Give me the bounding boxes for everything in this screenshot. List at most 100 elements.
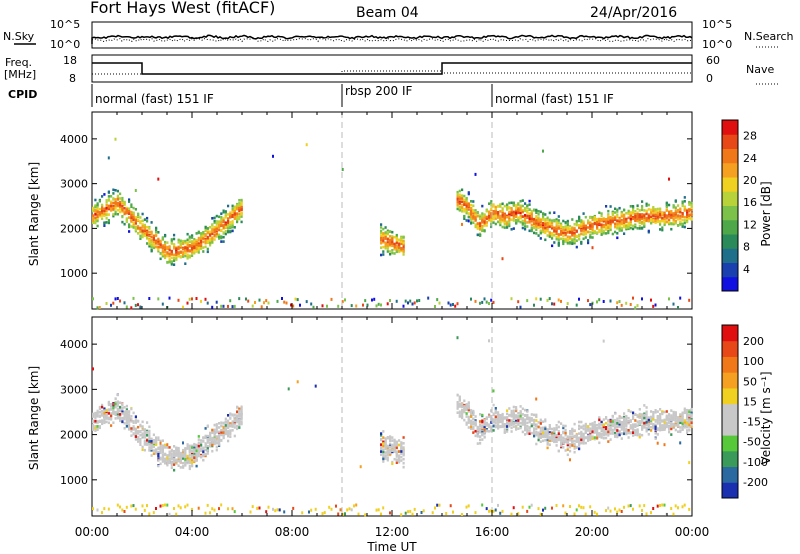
ground-scatter-cell <box>510 297 513 301</box>
ground-scatter-cell <box>416 299 418 303</box>
data-cell <box>582 237 585 241</box>
ground-scatter-cell <box>159 504 162 508</box>
data-cell <box>555 424 558 427</box>
data-cell <box>182 247 185 251</box>
data-cell <box>521 199 524 202</box>
data-cell <box>456 190 459 194</box>
data-cell <box>564 449 567 452</box>
data-cell <box>465 209 468 213</box>
data-cell <box>490 427 493 431</box>
data-cell <box>591 222 594 226</box>
data-cell <box>395 440 398 444</box>
data-cell <box>560 224 563 227</box>
data-cell <box>600 233 603 236</box>
data-cell <box>539 229 542 232</box>
data-cell <box>175 454 178 457</box>
data-cell <box>182 465 185 468</box>
data-cell <box>488 216 491 219</box>
data-cell <box>564 433 567 437</box>
data-cell <box>492 420 495 424</box>
data-cell <box>188 449 191 453</box>
data-cell <box>602 225 605 229</box>
data-cell <box>175 459 178 463</box>
ground-scatter-cell <box>222 304 225 308</box>
data-cell <box>92 428 95 431</box>
data-cell <box>204 229 207 232</box>
data-cell <box>580 240 583 244</box>
data-cell <box>382 442 385 445</box>
ground-scatter-cell <box>152 511 155 515</box>
data-cell <box>634 225 637 229</box>
data-cell <box>150 248 153 252</box>
data-cell <box>598 416 601 420</box>
ground-scatter-cell <box>186 503 189 507</box>
data-cell <box>191 459 194 462</box>
data-cell <box>233 212 236 216</box>
data-cell <box>470 220 473 223</box>
data-cell <box>634 413 637 416</box>
data-cell <box>688 201 691 204</box>
data-cell <box>587 239 590 242</box>
data-cell <box>618 219 621 223</box>
data-cell <box>119 419 122 423</box>
data-cell <box>627 216 630 220</box>
ground-scatter-cell <box>542 508 544 512</box>
data-cell <box>188 249 191 253</box>
data-cell <box>105 217 108 220</box>
data-cell <box>173 458 176 462</box>
data-cell <box>159 451 162 455</box>
data-cell <box>555 237 558 241</box>
colorbar-swatch <box>722 177 738 192</box>
data-cell <box>530 212 533 216</box>
data-cell <box>155 440 158 444</box>
data-cell <box>668 213 671 217</box>
ground-scatter-cell <box>386 302 389 306</box>
data-cell <box>96 213 99 216</box>
data-cell <box>114 400 117 404</box>
data-cell <box>94 412 97 415</box>
data-cell <box>530 226 533 230</box>
data-cell <box>530 214 533 218</box>
data-cell <box>227 414 230 417</box>
data-cell <box>211 230 214 233</box>
data-cell <box>575 221 578 224</box>
data-cell <box>92 415 95 418</box>
data-cell <box>600 421 603 424</box>
data-cell <box>96 412 99 416</box>
data-cell <box>485 424 488 427</box>
data-cell <box>229 432 232 436</box>
data-cell <box>638 414 641 417</box>
ground-scatter-cell <box>454 304 457 308</box>
data-cell <box>130 427 133 430</box>
data-cell <box>458 201 461 205</box>
data-cell <box>623 216 626 220</box>
data-cell <box>222 428 225 431</box>
data-cell <box>461 206 464 209</box>
data-cell <box>164 246 167 249</box>
data-cell <box>519 411 522 415</box>
data-cell <box>389 439 392 443</box>
data-cell <box>157 238 160 241</box>
data-cell <box>236 217 239 221</box>
data-cell <box>623 424 626 428</box>
data-cell <box>166 241 169 244</box>
data-cell <box>179 239 182 243</box>
data-cell <box>501 208 504 211</box>
colorbar-swatch <box>722 276 738 292</box>
data-cell <box>607 226 610 229</box>
data-cell <box>625 424 628 428</box>
data-cell <box>620 210 623 214</box>
ground-scatter-cell <box>364 299 367 303</box>
ground-scatter-cell <box>573 512 576 516</box>
data-cell <box>551 427 554 431</box>
data-cell <box>537 421 540 424</box>
data-cell <box>105 213 108 217</box>
ground-scatter-cell <box>357 512 360 516</box>
data-cell <box>220 221 223 225</box>
data-cell <box>562 219 565 223</box>
data-cell <box>456 193 459 196</box>
data-cell <box>591 437 594 440</box>
data-cell <box>227 224 230 228</box>
data-cell <box>186 454 189 458</box>
data-cell <box>119 207 122 211</box>
